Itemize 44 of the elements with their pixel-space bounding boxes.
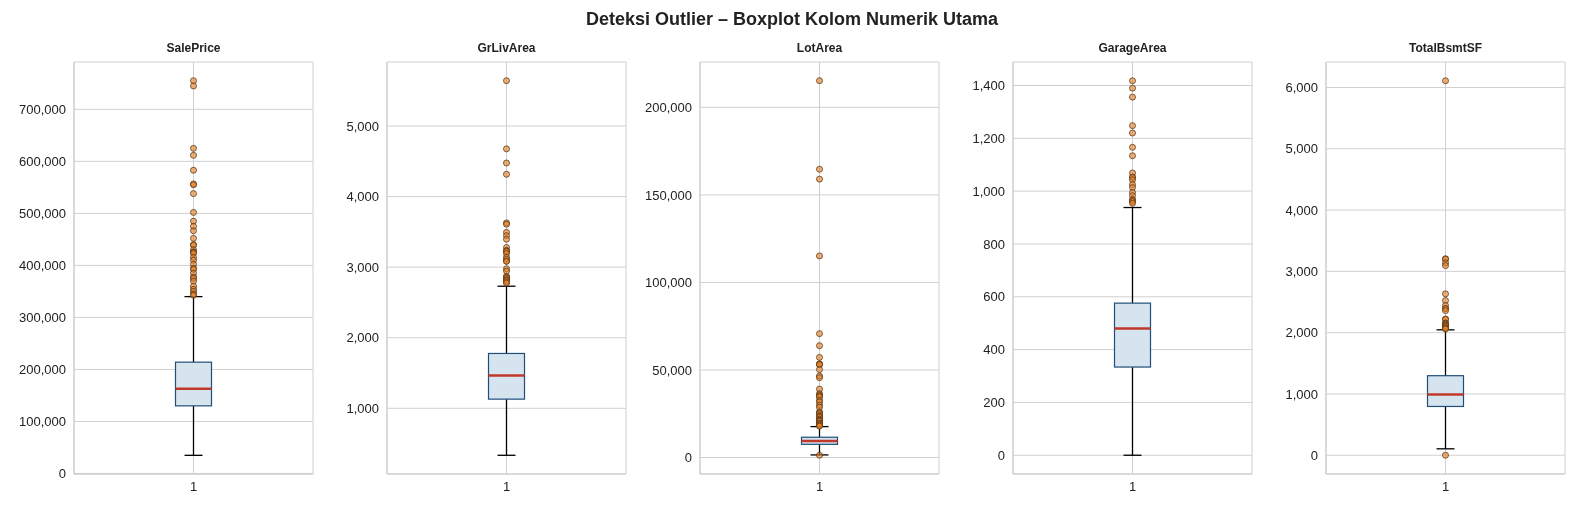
- x-tick-label: 1: [1441, 479, 1450, 495]
- y-tick-label: 100,000: [645, 275, 692, 291]
- x-tick-label: 1: [189, 479, 198, 495]
- y-tick-label: 2,000: [1285, 325, 1318, 341]
- y-tick-label: 3,000: [346, 259, 379, 275]
- y-tick-label: 50,000: [652, 362, 692, 378]
- y-tick-label: 5,000: [346, 118, 379, 134]
- y-tick-label: 400: [983, 342, 1005, 358]
- chart-title: GarageArea: [1098, 41, 1167, 55]
- y-tick-label: 800: [983, 236, 1005, 252]
- y-tick-label: 200: [983, 395, 1005, 411]
- y-tick-label: 500,000: [19, 205, 66, 221]
- y-tick-label: 600,000: [19, 153, 66, 169]
- y-tick-label: 700,000: [19, 101, 66, 117]
- chart-title: LotArea: [796, 41, 843, 55]
- x-tick-label: 1: [502, 479, 511, 495]
- x-tick-label: 1: [1128, 479, 1137, 495]
- y-tick-label: 4,000: [1285, 202, 1318, 218]
- y-tick-label: 400,000: [19, 258, 66, 274]
- y-tick-label: 200,000: [19, 362, 66, 378]
- y-tick-label: 0: [1310, 447, 1318, 463]
- y-tick-label: 2,000: [346, 330, 379, 346]
- x-tick-label: 1: [815, 479, 824, 495]
- y-tick-label: 100,000: [19, 414, 66, 430]
- y-tick-label: 1,000: [346, 400, 379, 416]
- y-tick-label: 0: [684, 450, 692, 466]
- y-tick-label: 200,000: [645, 99, 692, 115]
- y-tick-label: 3,000: [1285, 263, 1318, 279]
- y-tick-label: 6,000: [1285, 80, 1318, 96]
- y-tick-label: 1,000: [1285, 386, 1318, 402]
- y-tick-label: 5,000: [1285, 141, 1318, 157]
- y-tick-label: 0: [997, 447, 1005, 463]
- y-tick-label: 0: [58, 466, 66, 482]
- text: Deteksi Outlier – Boxplot Kolom Numerik Utama: [585, 9, 999, 29]
- y-tick-label: 4,000: [346, 189, 379, 205]
- y-tick-label: 1,400: [972, 78, 1005, 94]
- y-tick-label: 300,000: [19, 310, 66, 326]
- y-tick-label: 150,000: [645, 187, 692, 203]
- chart-title: SalePrice: [166, 41, 221, 55]
- y-tick-label: 600: [983, 289, 1005, 305]
- y-tick-label: 1,000: [972, 183, 1005, 199]
- chart-title: TotalBsmtSF: [1408, 41, 1483, 55]
- y-tick-label: 1,200: [972, 130, 1005, 146]
- chart-title: GrLivArea: [477, 41, 536, 55]
